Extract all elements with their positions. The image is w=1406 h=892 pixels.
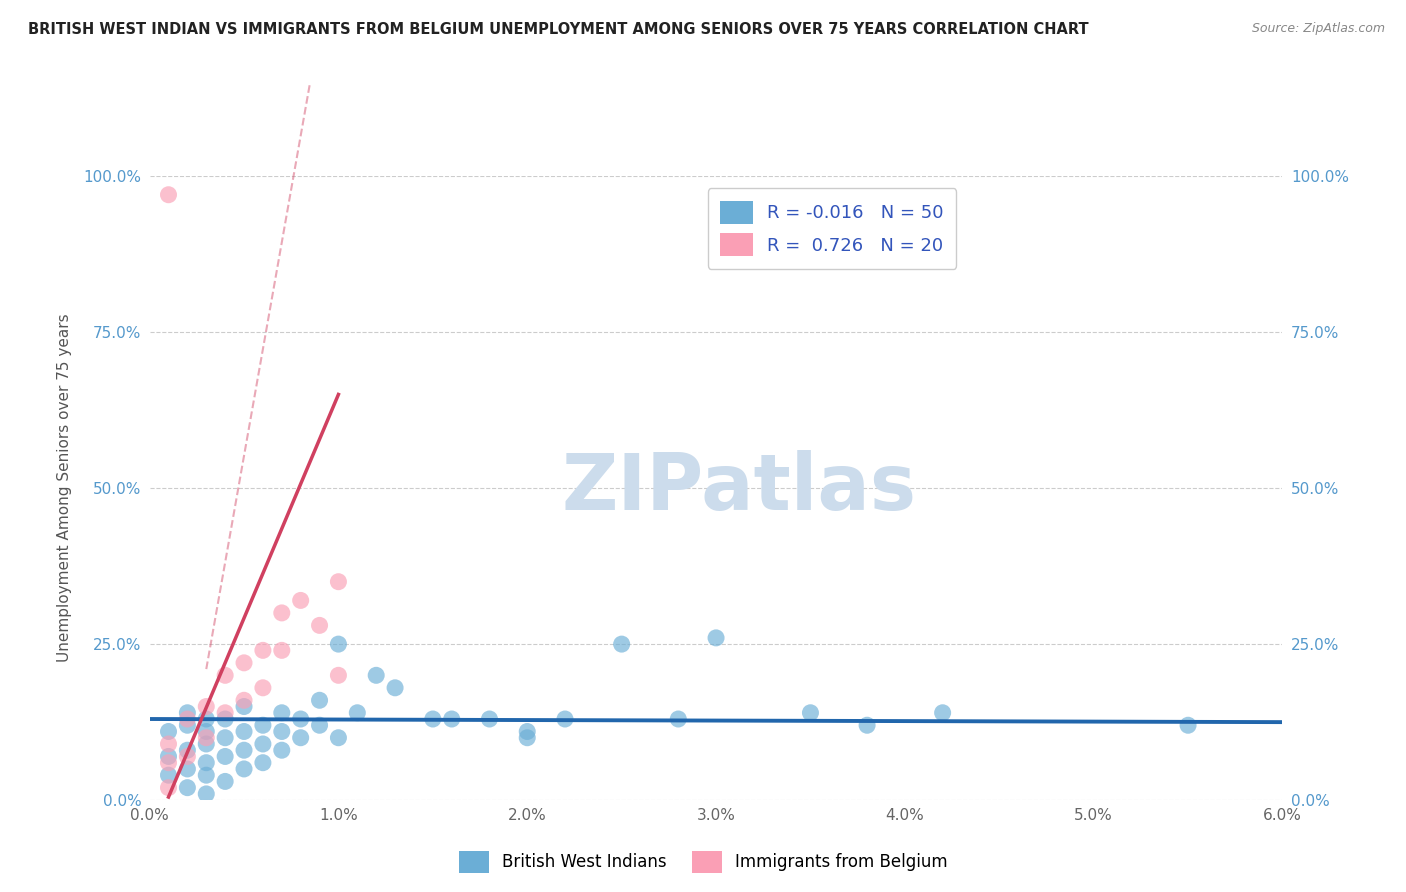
Point <box>214 668 236 682</box>
Point <box>856 718 879 732</box>
Point <box>666 712 689 726</box>
Point <box>384 681 406 695</box>
Point <box>931 706 953 720</box>
Text: Source: ZipAtlas.com: Source: ZipAtlas.com <box>1251 22 1385 36</box>
Point <box>346 706 368 720</box>
Point <box>157 187 180 202</box>
Point <box>195 737 218 751</box>
Point <box>440 712 463 726</box>
Point <box>157 756 180 770</box>
Point <box>270 743 292 757</box>
Point <box>176 706 198 720</box>
Point <box>252 718 274 732</box>
Point <box>176 780 198 795</box>
Point <box>252 643 274 657</box>
Point <box>328 574 350 589</box>
Point <box>233 724 256 739</box>
Point <box>290 731 312 745</box>
Point <box>799 706 821 720</box>
Point <box>270 643 292 657</box>
Point <box>195 699 218 714</box>
Point <box>252 681 274 695</box>
Point <box>270 706 292 720</box>
Point <box>252 756 274 770</box>
Point <box>157 768 180 782</box>
Point <box>214 712 236 726</box>
Point <box>1177 718 1199 732</box>
Point <box>516 731 538 745</box>
Point <box>195 712 218 726</box>
Point <box>704 631 727 645</box>
Point <box>214 774 236 789</box>
Point <box>328 668 350 682</box>
Legend: R = -0.016   N = 50, R =  0.726   N = 20: R = -0.016 N = 50, R = 0.726 N = 20 <box>707 188 956 268</box>
Point <box>214 706 236 720</box>
Point <box>252 737 274 751</box>
Point <box>233 699 256 714</box>
Point <box>157 724 180 739</box>
Point <box>308 718 330 732</box>
Text: ZIPatlas: ZIPatlas <box>561 450 917 526</box>
Point <box>195 768 218 782</box>
Point <box>270 724 292 739</box>
Point <box>176 712 198 726</box>
Y-axis label: Unemployment Among Seniors over 75 years: Unemployment Among Seniors over 75 years <box>58 314 72 663</box>
Legend: British West Indians, Immigrants from Belgium: British West Indians, Immigrants from Be… <box>451 845 955 880</box>
Text: BRITISH WEST INDIAN VS IMMIGRANTS FROM BELGIUM UNEMPLOYMENT AMONG SENIORS OVER 7: BRITISH WEST INDIAN VS IMMIGRANTS FROM B… <box>28 22 1088 37</box>
Point <box>157 737 180 751</box>
Point <box>233 693 256 707</box>
Point <box>176 749 198 764</box>
Point <box>290 712 312 726</box>
Point <box>554 712 576 726</box>
Point <box>195 724 218 739</box>
Point <box>233 762 256 776</box>
Point <box>214 731 236 745</box>
Point <box>195 787 218 801</box>
Point <box>157 749 180 764</box>
Point <box>233 656 256 670</box>
Point <box>422 712 444 726</box>
Point <box>610 637 633 651</box>
Point <box>270 606 292 620</box>
Point <box>176 743 198 757</box>
Point <box>308 693 330 707</box>
Point <box>195 756 218 770</box>
Point <box>290 593 312 607</box>
Point <box>366 668 388 682</box>
Point <box>328 637 350 651</box>
Point <box>233 743 256 757</box>
Point <box>176 718 198 732</box>
Point <box>195 731 218 745</box>
Point <box>214 749 236 764</box>
Point <box>328 731 350 745</box>
Point <box>308 618 330 632</box>
Point <box>176 762 198 776</box>
Point <box>478 712 501 726</box>
Point <box>516 724 538 739</box>
Point <box>157 780 180 795</box>
